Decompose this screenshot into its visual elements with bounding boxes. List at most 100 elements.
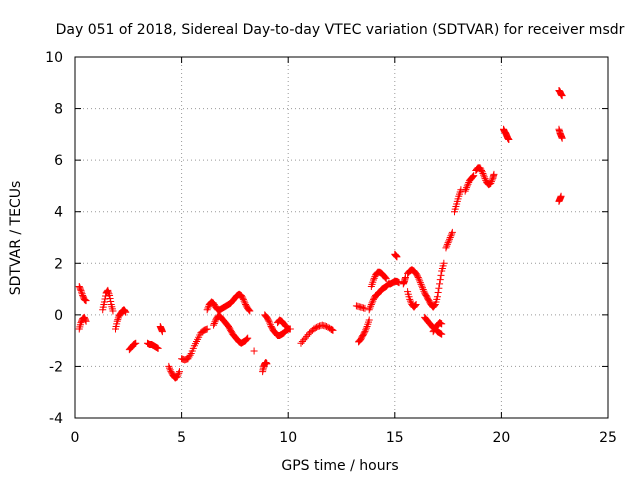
data-point <box>203 325 211 333</box>
data-point <box>505 136 513 144</box>
data-point <box>366 304 374 312</box>
data-point <box>368 299 376 307</box>
data-point <box>154 344 162 352</box>
data-point <box>417 280 425 288</box>
data-point <box>298 338 306 346</box>
data-point <box>266 319 274 327</box>
data-point <box>239 295 247 303</box>
data-point <box>406 295 414 303</box>
data-point <box>438 330 446 338</box>
data-point <box>242 336 250 344</box>
chart-title: Day 051 of 2018, Sidereal Day-to-day VTE… <box>56 22 625 38</box>
x-tick-labels: 0 5 10 15 20 25 <box>71 430 617 446</box>
data-point <box>365 316 373 324</box>
data-point <box>244 334 252 342</box>
data-point <box>113 317 121 325</box>
data-point <box>401 273 409 281</box>
data-point <box>281 321 289 329</box>
y-axis-label: SDTVAR / TECUs <box>8 181 24 296</box>
data-point <box>122 308 130 316</box>
data-point <box>107 298 115 306</box>
data-point <box>241 299 249 307</box>
data-point <box>415 275 423 283</box>
data-point <box>558 134 566 142</box>
data-point <box>310 325 318 333</box>
data-point <box>361 328 369 336</box>
x-tick-label: 5 <box>177 430 186 446</box>
data-point <box>204 304 212 312</box>
data-point <box>448 230 456 238</box>
data-point <box>300 336 308 344</box>
data-point <box>419 284 427 292</box>
data-point <box>445 237 453 245</box>
data-point <box>132 339 140 347</box>
data-point <box>469 172 477 180</box>
data-point <box>447 232 455 240</box>
data-point <box>420 287 428 295</box>
data-point <box>448 228 456 236</box>
data-point <box>301 334 309 342</box>
data-point <box>369 297 377 305</box>
data-point <box>558 92 566 100</box>
y-tick-label: 4 <box>54 205 63 221</box>
data-point <box>121 307 129 315</box>
data-point <box>414 273 422 281</box>
data-point <box>304 331 312 339</box>
axis-ticks <box>74 56 609 419</box>
data-point <box>443 240 451 248</box>
data-point <box>446 234 454 241</box>
data-point <box>313 323 321 331</box>
data-point <box>250 347 258 355</box>
data-point <box>411 301 419 309</box>
data-point <box>263 360 271 368</box>
data-point <box>393 253 401 261</box>
data-point <box>488 176 496 184</box>
data-point <box>109 307 117 315</box>
y-tick-label: 6 <box>54 153 63 169</box>
data-point <box>105 290 113 298</box>
data-point <box>104 288 112 296</box>
data-point <box>297 339 305 347</box>
data-point <box>406 297 414 305</box>
data-point <box>329 326 337 334</box>
data-point <box>412 301 420 309</box>
data-point <box>416 279 424 287</box>
y-tick-label: 0 <box>54 308 63 324</box>
x-tick-label: 10 <box>279 430 297 446</box>
data-point <box>244 305 252 313</box>
data-point <box>362 326 370 334</box>
data-point <box>78 288 86 296</box>
data-point <box>479 169 487 177</box>
data-point <box>174 371 182 379</box>
data-point <box>240 297 248 305</box>
data-point <box>100 298 108 306</box>
data-point <box>165 362 173 370</box>
data-point <box>440 259 448 267</box>
data-point <box>365 306 373 314</box>
data-point <box>464 180 472 188</box>
data-point <box>166 366 174 374</box>
data-point <box>282 322 290 330</box>
data-point <box>311 324 319 332</box>
data-point <box>246 307 254 315</box>
data-point <box>382 274 390 282</box>
x-tick-label: 20 <box>492 430 510 446</box>
data-point <box>210 321 218 329</box>
data-point <box>437 271 445 279</box>
data-point <box>478 168 486 176</box>
data-point <box>245 306 253 314</box>
data-point <box>243 335 251 343</box>
data-point <box>186 351 194 359</box>
data-point <box>436 276 444 284</box>
data-point <box>82 316 90 324</box>
data-point <box>82 297 90 305</box>
data-point <box>487 178 495 186</box>
data-point <box>419 286 427 294</box>
data-point <box>462 185 470 193</box>
data-point <box>303 332 311 340</box>
data-point <box>461 187 469 195</box>
data-point <box>324 323 332 331</box>
data-point <box>490 170 498 178</box>
data-point <box>478 166 486 174</box>
